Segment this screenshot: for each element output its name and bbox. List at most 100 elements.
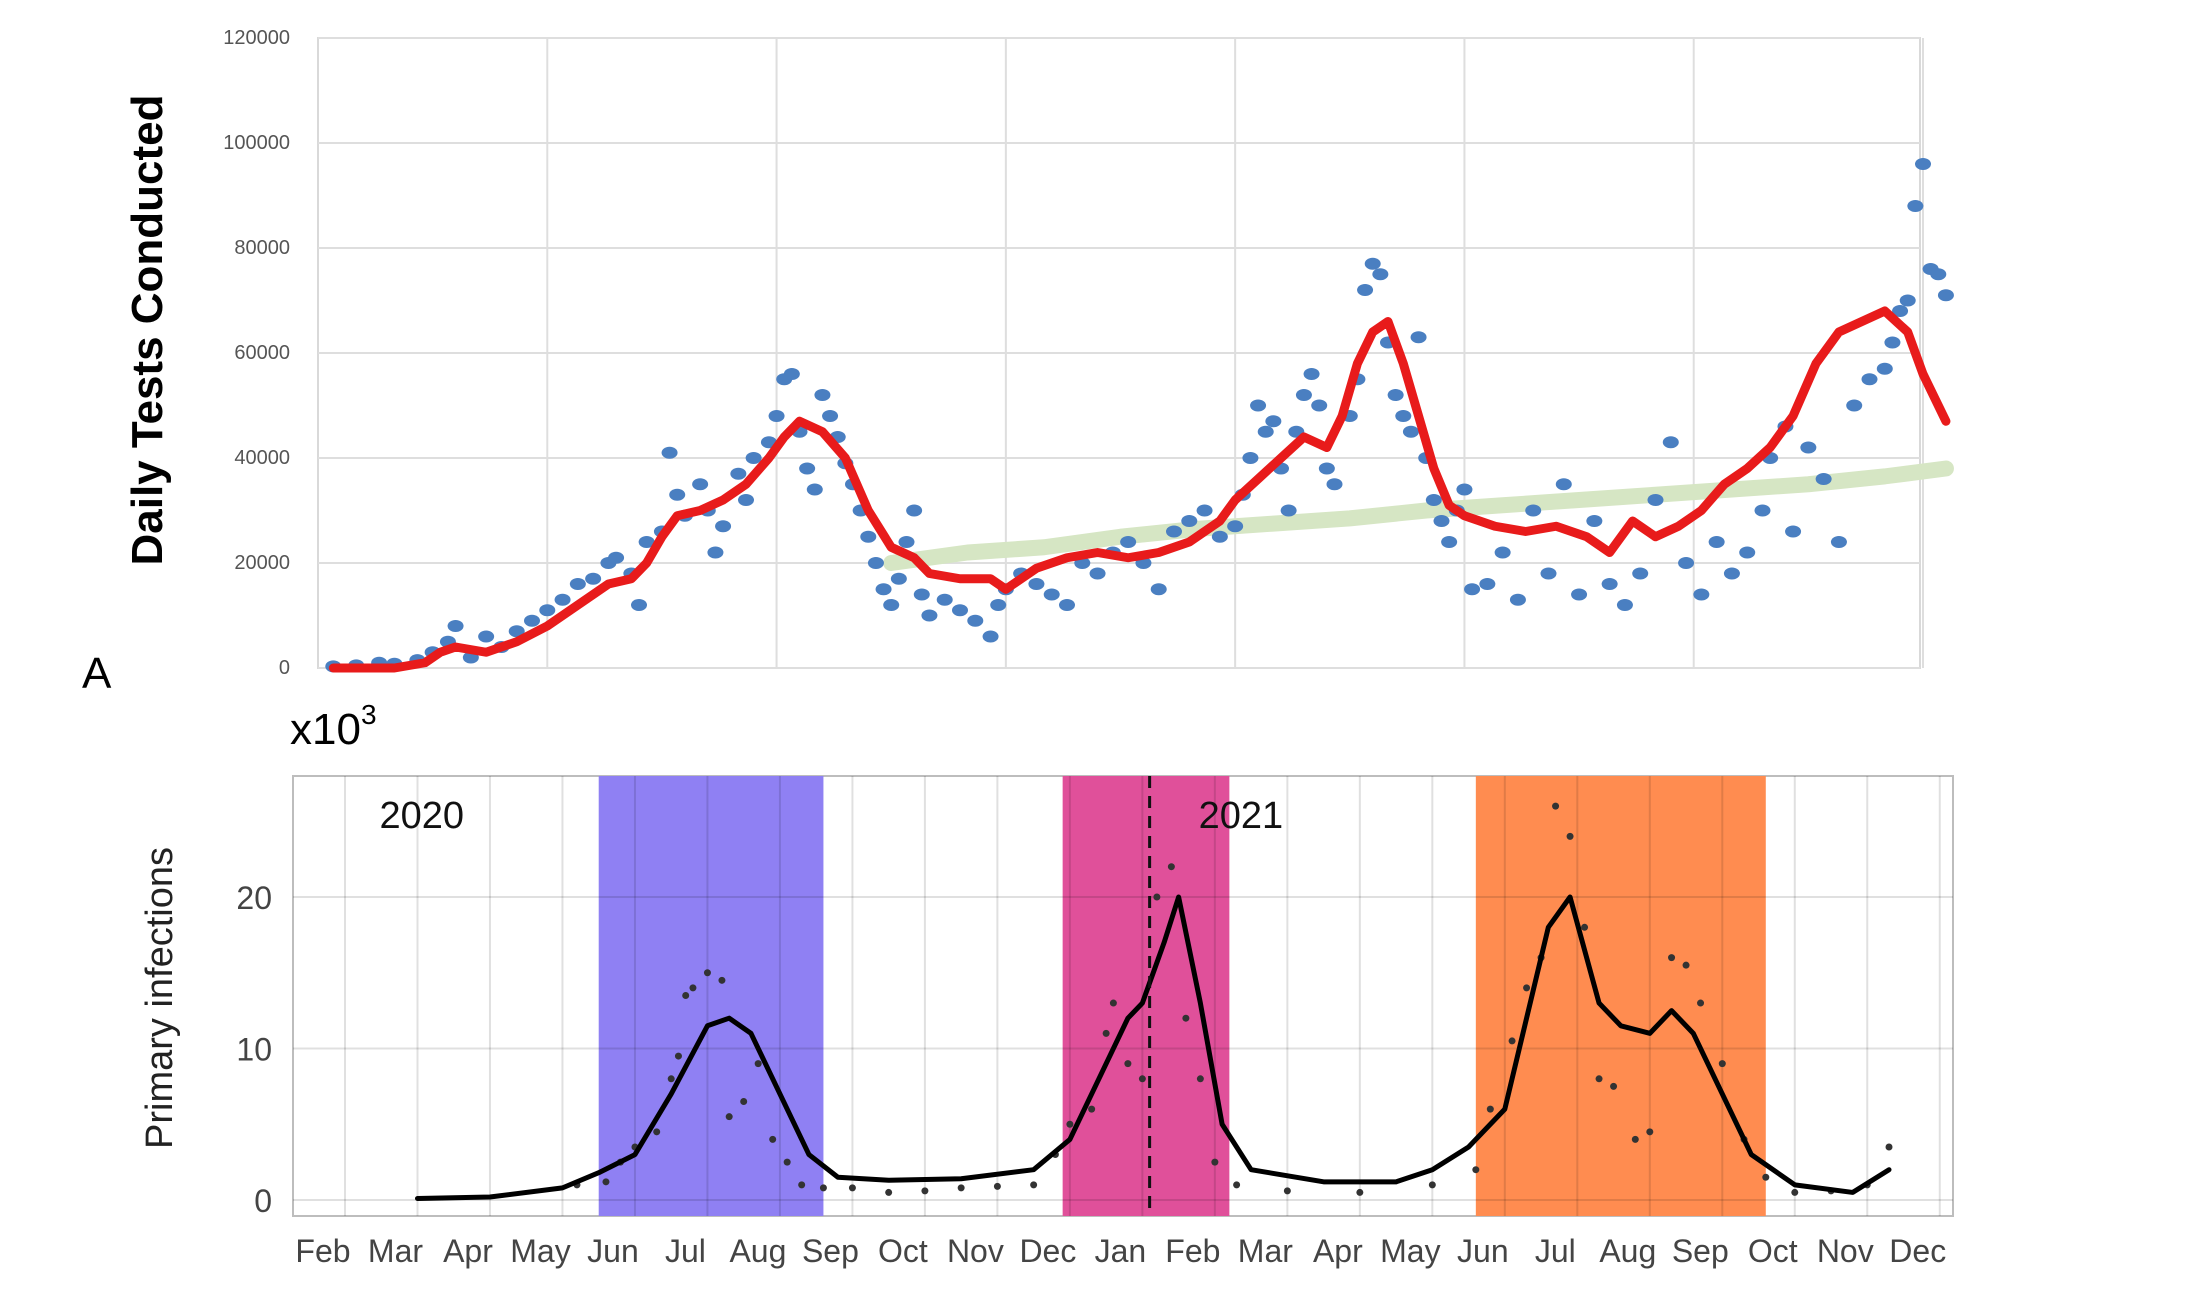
panel-a-data-point [661, 446, 678, 459]
panel-a-data-point [1089, 567, 1106, 580]
panel-b-month-tick-label: Aug [1599, 1233, 1656, 1269]
panel-a-data-point [1357, 284, 1374, 296]
panel-a-data-point [1739, 546, 1756, 559]
panel-a-data-point [768, 410, 785, 422]
panel-b-y-tick-label: 20 [236, 880, 272, 916]
panel-b-data-point [1486, 1105, 1494, 1113]
panel-a-data-point [806, 483, 823, 496]
panel-b-data-point [1233, 1181, 1241, 1189]
panel-a-data-point [1318, 462, 1335, 475]
panel-a-data-point [1586, 515, 1603, 527]
panel-b-data-point [682, 991, 690, 999]
panel-b-data-point [769, 1135, 777, 1143]
panel-b-data-point [1885, 1143, 1893, 1151]
panel-a-data-point [1815, 473, 1832, 485]
panel-b-smoothed-line [414, 894, 1892, 1201]
panel-b-month-tick-label: Feb [1165, 1233, 1220, 1269]
panel-b-month-tick-label: Nov [947, 1233, 1004, 1269]
panel-a-data-point [669, 488, 686, 501]
panel-a-data-point [1295, 389, 1312, 401]
panel-a-y-ticks: 0 20000 40000 60000 80000 100000 120000 [223, 27, 290, 679]
panel-a-data-point [867, 557, 884, 569]
panel-b-season-band [598, 776, 824, 1216]
panel-a-data-point [1402, 425, 1419, 438]
panel-b-data-point [1631, 1135, 1639, 1143]
panel-a-data-point [631, 599, 647, 611]
panel-a-data-point [478, 630, 495, 643]
panel-b-data-point [1211, 1158, 1219, 1166]
panel-b-data-point [1718, 1060, 1726, 1068]
panel-a-data-point [936, 593, 953, 606]
panel-b-data-point [718, 976, 726, 984]
panel-a-data-point [1937, 289, 1954, 302]
panel-a-data-point [539, 604, 556, 617]
panel-a-data-point [608, 551, 625, 564]
panel-a-data-point [799, 462, 816, 475]
panel-b-data-point [1428, 1181, 1436, 1189]
panel-a-data-point [1601, 578, 1618, 590]
panel-b-year-label: 2021 [1199, 795, 1284, 837]
panel-a-chart: 0 20000 40000 60000 80000 100000 120000 Daily … [82, 27, 1954, 698]
panel-a-y-axis-label: Daily Tests Conducted [123, 94, 172, 565]
panel-b-month-tick-label: Jun [587, 1233, 639, 1269]
panel-a-data-point [1525, 504, 1542, 517]
panel-a-data-point [1540, 567, 1557, 580]
panel-a-label: A [82, 649, 112, 698]
panel-b-data-point [783, 1158, 791, 1166]
panel-a-data-point [1456, 483, 1473, 496]
panel-b-month-tick-label: Sep [1672, 1233, 1729, 1269]
panel-a-data-point [1571, 588, 1588, 601]
panel-a-data-point [554, 593, 571, 606]
panel-b-data-point [1791, 1188, 1799, 1196]
panel-b-y-axis-label: Primary infections [139, 847, 181, 1149]
panel-a-data-point [1899, 294, 1916, 307]
panel-a-data-point [1494, 546, 1511, 559]
panel-a-data-point [990, 599, 1007, 611]
panel-b-data-point [1566, 832, 1574, 840]
panel-a-data-point [707, 546, 724, 559]
panel-a-data-point [952, 604, 968, 617]
panel-b-month-tick-label: May [510, 1233, 570, 1269]
panel-a-data-point [1441, 536, 1458, 548]
panel-b-data-point [1668, 954, 1676, 962]
panel-a-data-point [1708, 536, 1725, 548]
panel-b-y-ticks: 0 10 20 [236, 880, 272, 1219]
panel-a-data-point [814, 389, 831, 401]
panel-b-month-tick-label: Apr [443, 1233, 493, 1269]
panel-b-year-label: 2020 [379, 795, 464, 837]
panel-a-data-point [1433, 515, 1450, 527]
panel-a-data-point [1723, 567, 1740, 580]
panel-b-data-point [754, 1060, 762, 1068]
panel-b-month-tick-label: Dec [1019, 1233, 1076, 1269]
panel-a-trend-line [883, 460, 1954, 571]
panel-a-data-point [1211, 530, 1228, 543]
panel-b-data-point [725, 1113, 733, 1121]
panel-b-data-point [1124, 1060, 1132, 1068]
panel-a-data-point [1884, 336, 1901, 349]
panel-b-month-tick-label: Jul [1535, 1233, 1576, 1269]
panel-a-y-tick-label: 80000 [234, 237, 290, 259]
panel-b-chart: x103 0 10 20 Feb Mar Apr May Jun Jul Aug Sep Oct No… [139, 699, 1954, 1269]
panel-a-data-point [860, 530, 877, 543]
panel-a-data-point [1647, 494, 1664, 506]
panel-a-data-point [1395, 410, 1412, 422]
panel-a-data-point [1311, 399, 1328, 412]
panel-b-month-tick-label: Sep [802, 1233, 859, 1269]
panel-a-data-point [883, 599, 900, 611]
panel-b-month-tick-label: Mar [368, 1233, 423, 1269]
panel-b-month-tick-label: Nov [1817, 1233, 1874, 1269]
panel-a-data-point [1242, 452, 1259, 464]
panel-b-month-tick-label: Aug [729, 1233, 786, 1269]
panel-b-season-band [1475, 776, 1766, 1216]
panel-a-data-point [1120, 536, 1137, 548]
panel-b-year-labels: 2020 2021 [379, 795, 1283, 837]
scale-label: x103 [290, 699, 377, 754]
panel-a-data-point [1326, 478, 1343, 491]
panel-a-data-point [1693, 588, 1710, 601]
panel-b-data-point [1595, 1075, 1603, 1083]
panel-a-y-tick-label: 0 [279, 657, 290, 679]
panel-b-line-layer [414, 894, 1892, 1201]
panel-b-data-point [703, 969, 711, 977]
panel-b-data-point [1167, 863, 1175, 871]
